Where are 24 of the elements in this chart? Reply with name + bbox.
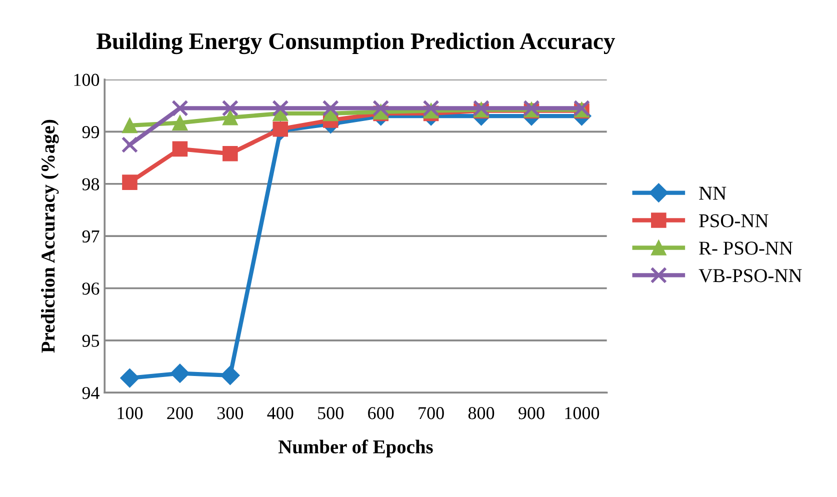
x-tick-label: 400 xyxy=(267,407,294,420)
legend-label: NN xyxy=(699,186,726,200)
legend-label: R- PSO-NN xyxy=(699,242,793,255)
y-axis-title: Prediction Accuracy (%age) xyxy=(41,120,59,353)
x-axis-title: Number of Epochs xyxy=(278,440,433,458)
legend-label: VB-PSO-NN xyxy=(698,269,802,282)
y-tick-label: 95 xyxy=(82,334,100,347)
y-tick-label: 98 xyxy=(82,178,100,190)
legend-label: PSO-NN xyxy=(699,214,768,228)
x-tick-label: 900 xyxy=(518,407,544,420)
y-tick-label: 97 xyxy=(82,230,100,243)
x-tick-label: 100 xyxy=(118,407,143,420)
x-tick-label: 200 xyxy=(167,407,193,420)
y-tick-label: 96 xyxy=(82,282,100,295)
x-tick-label: 800 xyxy=(468,407,494,420)
x-tick-label: 600 xyxy=(368,407,394,420)
x-tick-label: 500 xyxy=(318,407,344,420)
x-tick-label: 1000 xyxy=(565,407,600,420)
y-tick-label: 99 xyxy=(82,126,100,138)
x-tick-label: 700 xyxy=(418,407,444,420)
chart-title: Building Energy Consumption Prediction Accuracy xyxy=(96,32,616,54)
y-tick-label: 94 xyxy=(82,386,100,400)
x-tick-label: 300 xyxy=(217,407,244,420)
y-tick-label: 100 xyxy=(74,74,100,86)
